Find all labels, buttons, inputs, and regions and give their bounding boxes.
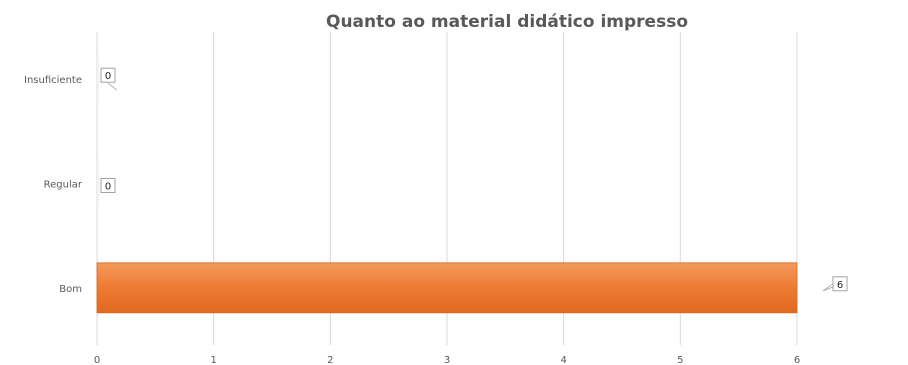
chart-title: Quanto ao material didático impresso — [326, 12, 688, 32]
bars — [96, 54, 798, 314]
x-tick-label: 2 — [327, 355, 333, 365]
bar — [96, 262, 798, 314]
data-label: 0 — [100, 67, 118, 91]
x-tick-label: 1 — [210, 355, 216, 365]
gridlines — [96, 32, 798, 345]
x-tick-label: 4 — [560, 355, 566, 365]
data-label-text: 0 — [105, 182, 111, 193]
data-label-text: 0 — [105, 71, 111, 82]
category-label: Regular — [44, 180, 83, 191]
x-tick-label: 0 — [94, 355, 100, 365]
category-label: Insuficiente — [24, 75, 82, 86]
data-label: 0 — [100, 178, 116, 193]
data-label: 6 — [822, 276, 848, 292]
data-label-text: 6 — [837, 280, 843, 291]
bar — [97, 54, 99, 105]
data-labels: 0 0 6 — [100, 67, 848, 292]
category-labels: Insuficiente Regular Bom — [24, 75, 83, 295]
x-tick-label: 5 — [677, 355, 683, 365]
bar — [97, 158, 99, 209]
x-tick-labels: 0 1 2 3 4 5 6 — [94, 355, 800, 365]
x-tick-label: 6 — [794, 355, 800, 365]
x-tick-label: 3 — [444, 355, 450, 365]
category-label: Bom — [59, 284, 82, 295]
